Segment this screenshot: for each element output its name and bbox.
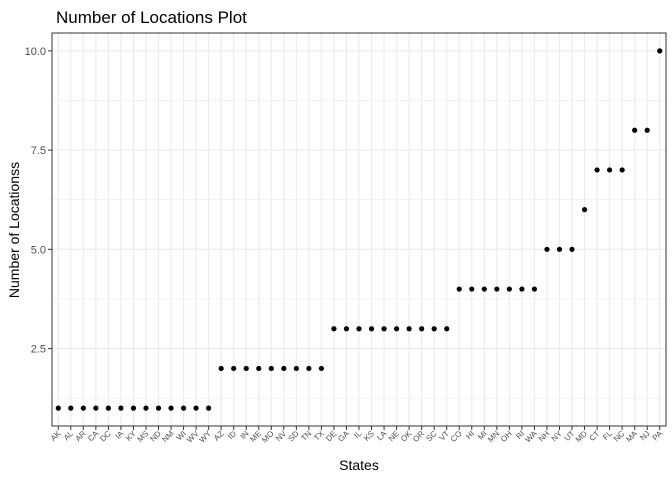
y-axis-label: Number of Locationss — [6, 162, 22, 298]
data-point — [55, 405, 61, 411]
data-point — [306, 365, 312, 372]
data-point — [168, 405, 174, 411]
data-point — [331, 326, 337, 332]
data-point — [318, 365, 325, 372]
data-point — [581, 207, 588, 213]
data-point — [519, 286, 525, 292]
data-point — [293, 365, 299, 372]
major-gridlines — [52, 33, 666, 426]
data-point — [531, 286, 538, 292]
data-point — [193, 405, 199, 411]
y-tick-label: 5.0 — [31, 244, 46, 256]
data-point — [143, 405, 149, 411]
data-point — [231, 365, 237, 372]
chart-title: Number of Locations Plot — [56, 8, 247, 27]
data-point — [569, 246, 575, 252]
data-point — [544, 246, 550, 252]
data-point — [243, 365, 249, 372]
data-point — [607, 167, 613, 173]
data-point — [368, 326, 375, 332]
data-point — [381, 326, 387, 332]
data-point — [632, 127, 638, 133]
data-point — [68, 405, 74, 411]
data-point — [118, 405, 124, 411]
data-point — [180, 405, 187, 411]
data-point — [644, 127, 650, 133]
data-point — [469, 286, 475, 292]
data-points — [55, 48, 663, 411]
data-point — [206, 405, 212, 411]
data-point — [343, 326, 350, 332]
data-point — [105, 405, 111, 411]
data-point — [444, 326, 450, 332]
data-point — [93, 405, 99, 411]
data-point — [218, 365, 224, 372]
y-tick-label: 2.5 — [31, 344, 46, 356]
data-point — [406, 326, 412, 332]
data-point — [619, 167, 625, 173]
y-axis-ticks: 2.5 5.0 7.5 10.0 — [25, 46, 52, 356]
y-tick-label: 10.0 — [25, 46, 46, 58]
data-point — [356, 326, 362, 332]
y-tick-label: 7.5 — [31, 145, 46, 157]
data-point — [419, 326, 425, 332]
data-point — [80, 405, 86, 411]
data-point — [268, 365, 274, 372]
data-point — [494, 286, 500, 292]
data-point — [155, 405, 162, 411]
data-point — [256, 365, 262, 372]
data-point — [556, 246, 563, 252]
data-point — [481, 286, 487, 292]
x-tick-label: IL — [352, 429, 363, 440]
data-point — [594, 167, 600, 173]
data-point — [431, 326, 437, 332]
data-point — [506, 286, 512, 292]
data-point — [393, 326, 400, 332]
x-axis-label: States — [339, 457, 379, 473]
data-point — [657, 48, 663, 54]
data-point — [130, 405, 137, 411]
data-point — [281, 365, 287, 372]
data-point — [456, 286, 462, 292]
